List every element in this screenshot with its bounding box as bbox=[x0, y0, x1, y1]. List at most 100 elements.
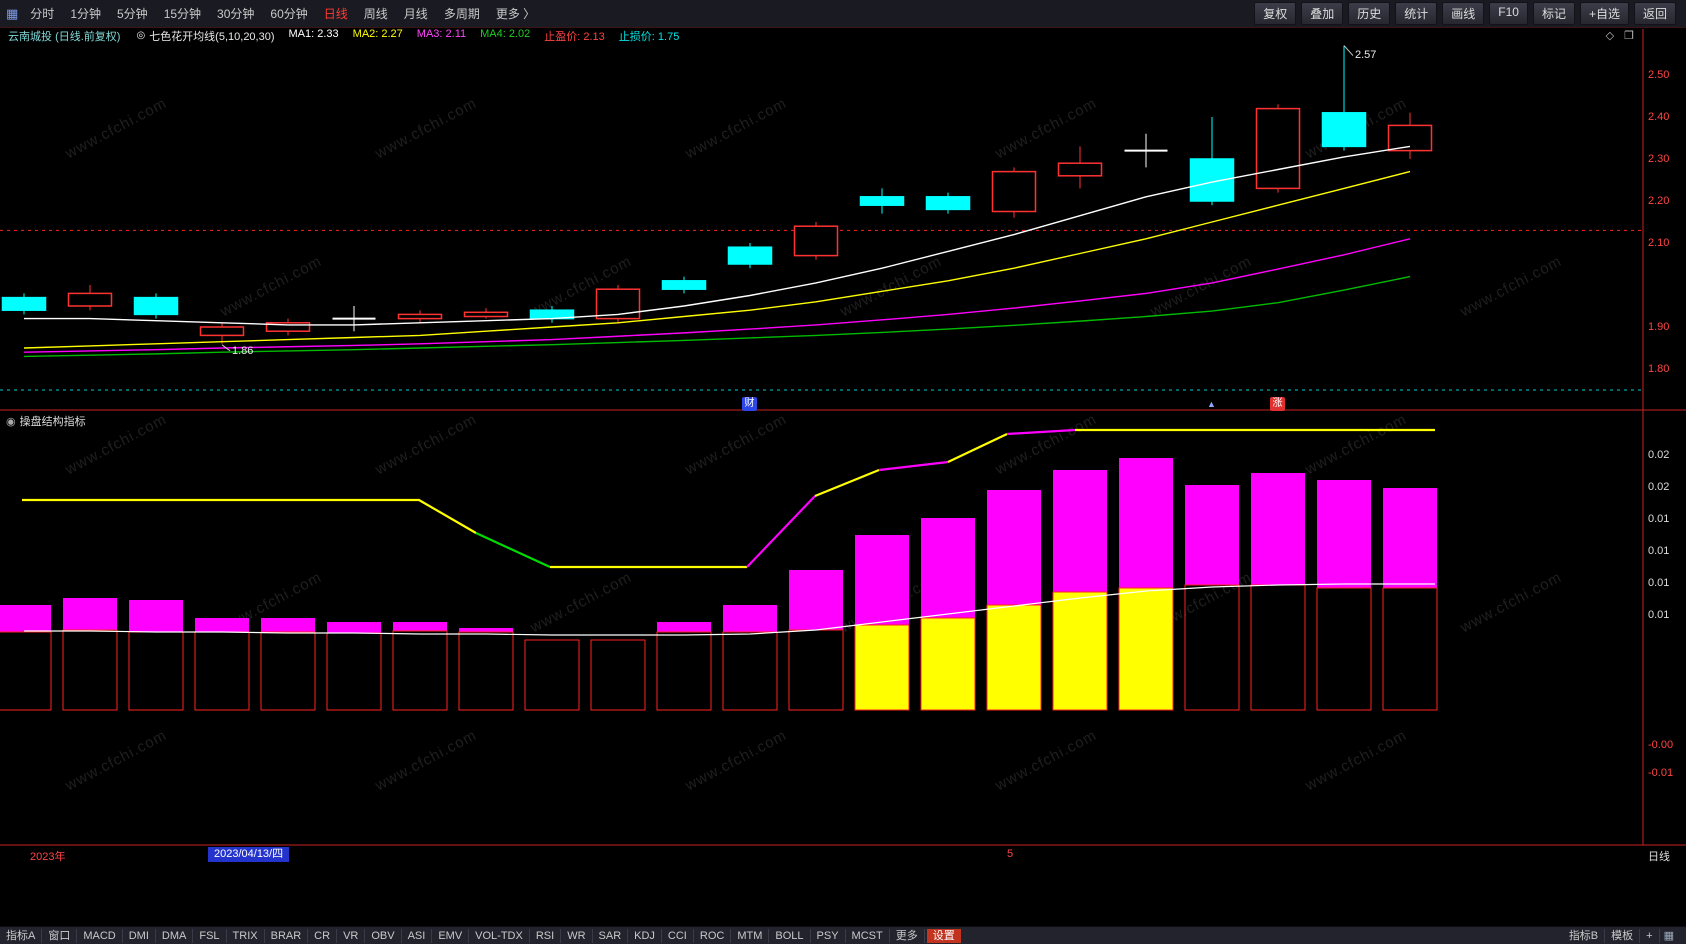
stock-name[interactable]: 云南城投 (日线.前复权) bbox=[8, 28, 120, 44]
period-tab[interactable]: 5分钟 bbox=[117, 7, 148, 21]
indicator-tab[interactable]: ROC bbox=[694, 928, 732, 943]
indicator-bar-magenta bbox=[1185, 485, 1239, 585]
period-tab[interactable]: 更多 〉 bbox=[495, 7, 536, 21]
structure-line-segment bbox=[22, 498, 477, 534]
indicator-tab[interactable]: OBV bbox=[365, 928, 402, 943]
toolbar-item[interactable]: 窗口 bbox=[42, 928, 78, 943]
indicator-tab[interactable]: VR bbox=[337, 928, 366, 943]
action-button[interactable]: 标记 bbox=[1532, 2, 1575, 25]
indicator-bar-outline bbox=[62, 629, 118, 711]
indicator-bar-outline bbox=[1382, 587, 1438, 711]
indicator-bar-magenta bbox=[327, 622, 381, 633]
low-annotation-pointer bbox=[221, 344, 231, 352]
indicator-bar-magenta bbox=[657, 622, 711, 632]
indicator-tab[interactable]: CR bbox=[308, 928, 338, 943]
indicator-tab[interactable]: TRIX bbox=[227, 928, 265, 943]
action-button[interactable]: F10 bbox=[1489, 2, 1528, 25]
indicator-bar-outline bbox=[722, 631, 778, 711]
candle-body bbox=[265, 322, 311, 332]
indicator-bar-magenta bbox=[921, 518, 975, 618]
indicator-value: MA3: 2.11 bbox=[416, 27, 467, 40]
action-button[interactable]: 历史 bbox=[1348, 2, 1391, 25]
indicator-tab[interactable]: BRAR bbox=[265, 928, 309, 943]
indicator-bar-outline bbox=[1052, 591, 1108, 711]
indicator-tab[interactable]: PSY bbox=[811, 928, 846, 943]
indicator-bar-magenta bbox=[63, 598, 117, 630]
panel-badge-icon[interactable]: ◉ bbox=[6, 415, 16, 428]
period-tab[interactable]: 多周期 bbox=[443, 7, 480, 21]
action-button[interactable]: 返回 bbox=[1633, 2, 1676, 25]
period-tab[interactable]: 周线 bbox=[363, 7, 388, 21]
chart-header: 云南城投 (日线.前复权) ◎ 七色花开均线(5,10,20,30) MA1: … bbox=[0, 27, 1686, 44]
indicator-bar-magenta bbox=[261, 618, 315, 632]
indicator-value: MA4: 2.02 bbox=[480, 27, 531, 40]
app-icon[interactable]: ▦ bbox=[6, 5, 19, 21]
period-tab[interactable]: 1分钟 bbox=[70, 7, 101, 21]
ma1-line bbox=[24, 145, 1411, 326]
indicator-tab[interactable]: VOL-TDX bbox=[469, 928, 530, 943]
indicator-tab[interactable]: MACD bbox=[77, 928, 123, 943]
indicator-bar-magenta bbox=[723, 605, 777, 632]
indicator-bar-outline bbox=[326, 632, 382, 711]
period-tab[interactable]: 15分钟 bbox=[163, 7, 202, 21]
candle-body bbox=[859, 196, 905, 206]
period-tab[interactable]: 分时 bbox=[30, 7, 55, 21]
indicator-tab[interactable]: BOLL bbox=[769, 928, 811, 943]
indicator-tab[interactable]: DMA bbox=[156, 928, 194, 943]
grid-icon[interactable]: ▦ bbox=[1663, 930, 1674, 942]
period-tab[interactable]: 60分钟 bbox=[270, 7, 308, 21]
indicator-tab[interactable]: KDJ bbox=[628, 928, 662, 943]
toolbar-right-item[interactable]: 指标B bbox=[1563, 928, 1606, 943]
indicator-tab[interactable]: ASI bbox=[402, 928, 433, 943]
action-button[interactable]: 复权 bbox=[1254, 2, 1297, 25]
indicator-bar-magenta bbox=[129, 600, 183, 632]
action-button[interactable]: 叠加 bbox=[1301, 2, 1344, 25]
settings-button[interactable]: 设置 bbox=[926, 928, 961, 943]
indicator-bar-outline bbox=[1316, 587, 1372, 711]
indicator-bar-magenta bbox=[1317, 480, 1371, 588]
indicator-bar-yellow bbox=[855, 625, 909, 710]
indicator-tab[interactable]: RSI bbox=[530, 928, 562, 943]
candle-body bbox=[1255, 107, 1301, 190]
indicator-bar-outline bbox=[524, 639, 580, 711]
indicator-tab[interactable]: DMI bbox=[123, 928, 156, 943]
indicator-bar-outline bbox=[260, 631, 316, 711]
indicator-tab[interactable]: EMV bbox=[432, 928, 470, 943]
candle-body bbox=[463, 311, 509, 318]
indicator-bar-outline bbox=[194, 631, 250, 711]
indicator-tab[interactable]: FSL bbox=[193, 928, 227, 943]
indicator-bar-magenta bbox=[1383, 488, 1437, 588]
indicator-badge-icon[interactable]: ◎ bbox=[136, 30, 146, 41]
indicator-value: MA1: 2.33 bbox=[288, 27, 339, 40]
toolbar-right-item[interactable]: + bbox=[1640, 928, 1660, 943]
action-button[interactable]: +自选 bbox=[1579, 2, 1629, 25]
candle-body bbox=[991, 170, 1037, 213]
indicator-tab[interactable]: WR bbox=[561, 928, 593, 943]
indicator-tab[interactable]: 更多 bbox=[890, 928, 925, 943]
window-icon[interactable]: ❐ bbox=[1624, 30, 1634, 42]
candle-body bbox=[1321, 112, 1367, 148]
period-tab[interactable]: 30分钟 bbox=[217, 7, 255, 21]
diamond-icon[interactable]: ◇ bbox=[1605, 30, 1615, 42]
indicator-tab[interactable]: SAR bbox=[593, 928, 629, 943]
high-annotation-pointer bbox=[1343, 45, 1354, 56]
toolbar-right-item[interactable]: 模板 bbox=[1605, 928, 1641, 943]
toolbar-item[interactable]: 指标A bbox=[0, 928, 43, 943]
indicator-bar-outline bbox=[590, 639, 646, 711]
candle-body bbox=[925, 196, 971, 211]
toolbar-right: 指标B 模板 + ▦ bbox=[1563, 928, 1686, 943]
period-tab[interactable]: 日线 bbox=[323, 7, 348, 21]
indicator-bar-magenta bbox=[1251, 473, 1305, 585]
indicator-tab[interactable]: CCI bbox=[662, 928, 694, 943]
structure-line-segment bbox=[947, 433, 1008, 463]
indicator-bar-magenta bbox=[393, 622, 447, 631]
indicator-tab[interactable]: MCST bbox=[846, 928, 890, 943]
indicator-bar-outline bbox=[1184, 584, 1240, 711]
action-button[interactable]: 画线 bbox=[1442, 2, 1485, 25]
action-button[interactable]: 统计 bbox=[1395, 2, 1438, 25]
period-tab[interactable]: 月线 bbox=[403, 7, 428, 21]
indicator-bar-outline bbox=[128, 631, 184, 711]
indicator-bar-magenta bbox=[987, 490, 1041, 605]
indicator-tab[interactable]: MTM bbox=[731, 928, 770, 943]
